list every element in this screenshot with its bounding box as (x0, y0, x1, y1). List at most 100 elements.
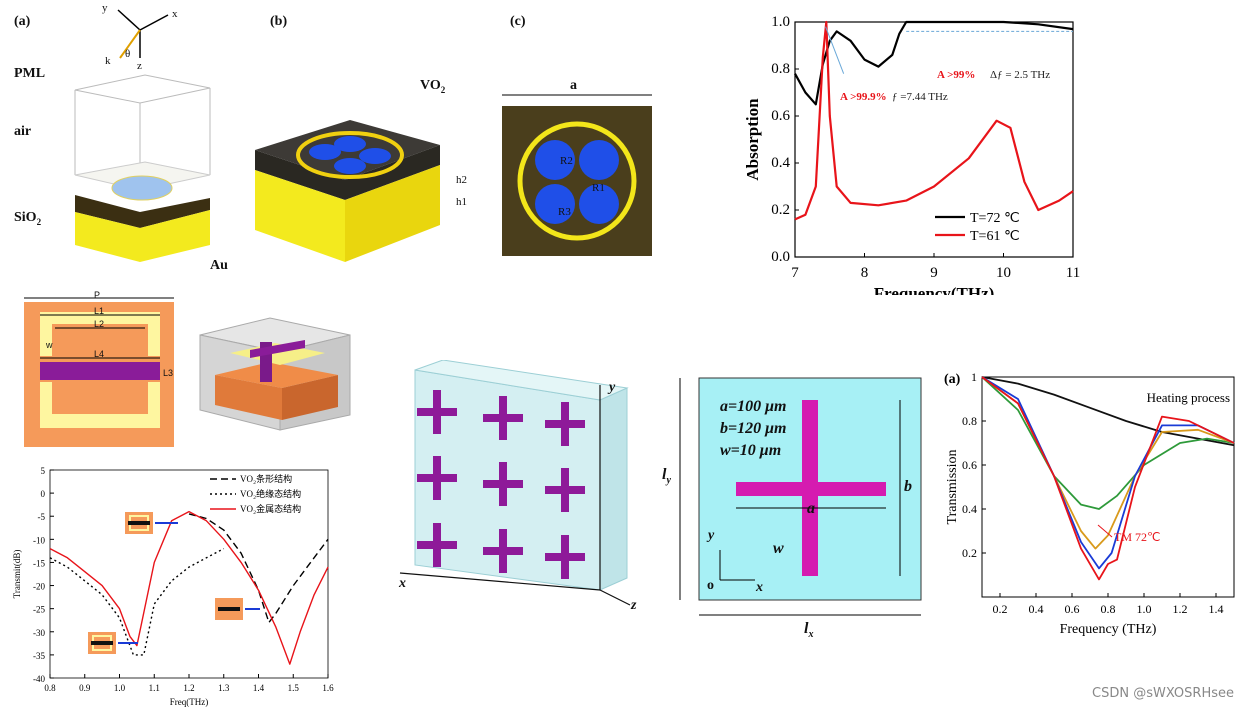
unit-origin: o (707, 578, 714, 593)
absorption-svg: 7 8 9 10 11 0.0 0.2 0.4 0.6 0.8 1.0 Frequency(THz) A… (743, 14, 1080, 303)
l4-label: L4 (94, 349, 105, 359)
series-line-2 (49, 510, 329, 665)
axis-x-label: x (172, 8, 178, 20)
bar-thumb (128, 521, 150, 525)
unit-y-axis: y (708, 528, 715, 543)
w-label: w (46, 340, 53, 350)
l3-label: L3 (163, 368, 174, 378)
y-tick-label: 0.0 (771, 249, 790, 265)
y-tick-label: 0.4 (962, 502, 977, 516)
b-value: b=120 μm (720, 420, 787, 437)
series-line-4 (981, 376, 1235, 581)
y-axis-label: Transmit(dB) (12, 550, 22, 599)
series-line-3 (981, 376, 1235, 570)
x-tick-label: 1.5 (288, 683, 300, 693)
l1-label: L1 (94, 306, 105, 316)
x-axis-label: Frequency(THz) (874, 284, 995, 295)
cross-element-horizontal (417, 541, 457, 549)
y-tick-label: -40 (33, 674, 45, 684)
transmit-db-chart: 0.8 0.9 1.0 1.1 1.2 1.3 1.4 1.5 1.6 5 0 -5 -10 -15 -20… (10, 462, 340, 707)
x-tick-label: 10 (996, 265, 1011, 281)
y-tick-label: 1.0 (771, 14, 790, 30)
transmission-svg: 0.2 0.4 0.6 0.8 1.0 1.2 1.4 0.2 0.4 0.6 0.8 1 Freque… (944, 370, 1235, 637)
legend-text-1: VO₂绝缘态结构 (240, 488, 301, 499)
x-tick-label: 0.4 (1029, 602, 1044, 616)
x-tick-label: 1.4 (1209, 602, 1224, 616)
array-z-label: z (631, 598, 637, 613)
cross-array-group (417, 390, 585, 579)
legend-text-0: T=72 ℃ (970, 211, 1020, 226)
x-tick-label: 1.2 (1173, 602, 1188, 616)
k-label: k (105, 55, 111, 67)
series-line-0 (794, 20, 1074, 106)
cross-element-horizontal (545, 486, 585, 494)
x-axis-label: Freq(THz) (170, 697, 208, 707)
annotation-f744: ƒ =7.44 THz (892, 91, 948, 103)
h2-label: h2 (456, 174, 467, 186)
layered-box-b (255, 120, 440, 262)
x-tick-label: 0.8 (44, 683, 56, 693)
cross-element-horizontal (483, 480, 523, 488)
r1-label: R1 (592, 182, 605, 194)
y-tick-label: -15 (33, 558, 45, 568)
a-dim: a (807, 500, 815, 517)
y-tick-label: 0 (41, 489, 46, 499)
array-x-label: x (399, 576, 406, 591)
cross-element-horizontal (417, 474, 457, 482)
y-tick-label: -10 (33, 535, 45, 545)
x-tick-label: 0.6 (1065, 602, 1080, 616)
unit-cell-top-view (502, 94, 652, 256)
axis-y-label: y (102, 2, 108, 14)
array-y-label: y (609, 380, 616, 395)
label-b: (b) (270, 14, 288, 29)
legend-text: Heating process (1147, 390, 1230, 405)
series-line-0 (981, 376, 1235, 447)
x-tick-label: 1.6 (322, 683, 334, 693)
y-tick-label: 1 (971, 370, 977, 384)
x-tick-label: 11 (1066, 265, 1080, 281)
cross-element-horizontal (545, 420, 585, 428)
cross-array-svg (399, 359, 631, 606)
annotation-a99: A >99% (937, 69, 975, 81)
structure-svg (74, 9, 652, 262)
series-line-1 (794, 20, 1074, 221)
peak-arrow (825, 26, 845, 74)
cross-element-horizontal (545, 553, 585, 561)
sio2-label: SiO2 (14, 210, 42, 227)
y-tick-label: -5 (38, 512, 46, 522)
y-tick-label: 0.6 (771, 108, 790, 124)
y-tick-label: -35 (33, 651, 45, 661)
x-tick-label: 0.9 (79, 683, 91, 693)
srr-svg (24, 297, 351, 447)
y-tick-label: -30 (33, 628, 45, 638)
y-tick-label: 0.2 (962, 546, 977, 560)
x-tick-label: 1.0 (1137, 602, 1152, 616)
p-label: P (94, 290, 101, 300)
unit-x-axis: x (756, 580, 763, 595)
a-label: a (570, 78, 577, 93)
y-axis-label: Transmission (945, 450, 960, 525)
r3-label: R3 (558, 206, 571, 218)
watermark: CSDN @sWXOSRHsee (1092, 686, 1234, 701)
absorption-chart: 7 8 9 10 11 0.0 0.2 0.4 0.6 0.8 1.0 Frequency(THz) A… (740, 10, 1080, 303)
y-tick-label: 5 (41, 466, 46, 476)
x-tick-label: 1.1 (149, 683, 160, 693)
legend-text-2: VO₂金属态结构 (240, 503, 301, 514)
w-dim: w (773, 540, 784, 557)
series-line-1 (981, 376, 1235, 510)
cross-element-horizontal (483, 414, 523, 422)
y-tick-label: -25 (33, 605, 45, 615)
l2-label: L2 (94, 319, 105, 329)
h1-label: h1 (456, 196, 467, 208)
y-tick-label: 0.8 (771, 61, 790, 77)
coordinate-axes (117, 9, 169, 59)
y-tick-label: 0.2 (771, 202, 790, 218)
legend-text-1: T=61 ℃ (970, 229, 1020, 244)
x-tick-label: 8 (861, 265, 869, 281)
annotation-a999: A >99.9% (840, 91, 887, 103)
panel-label: (a) (944, 372, 961, 387)
annotation-arrow (1097, 524, 1113, 538)
axis-z-label: z (137, 60, 142, 72)
annotation-delta-f: Δƒ = 2.5 THz (990, 69, 1050, 81)
layered-box-a (74, 74, 211, 262)
